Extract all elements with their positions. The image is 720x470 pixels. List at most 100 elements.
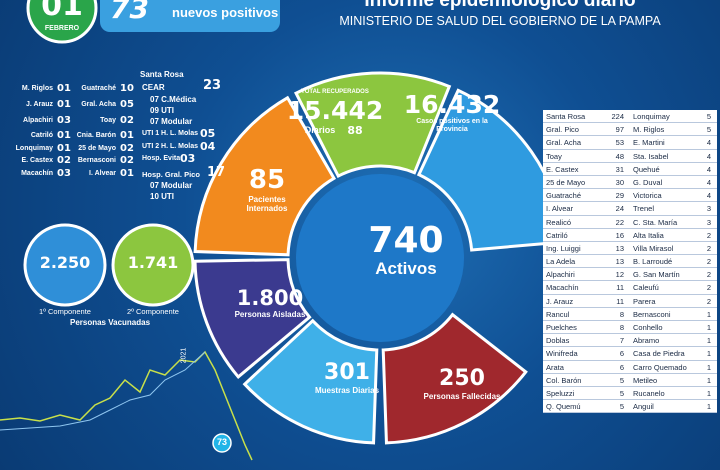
table-row: E. Castex 31 Quehué 4 [543, 163, 717, 176]
table-row: Col. Barón 5 Metileo 1 [543, 374, 717, 387]
locality-value: 02 [120, 115, 134, 126]
locality-name: Cnia. Barón [76, 132, 116, 139]
table-locality: B. Larroudé [633, 257, 673, 267]
table-locality: C. Sta. María [633, 217, 678, 227]
table-value: 5 [619, 402, 624, 412]
table-locality: Col. Barón [546, 375, 582, 385]
table-row: 25 de Mayo 30 G. Duval 4 [543, 176, 717, 190]
table-locality: Metileo [633, 375, 658, 385]
samples-value: 301 [324, 360, 370, 385]
locality-name: M. Riglos [21, 85, 53, 92]
hospitalized-label: Pacientes Internados [246, 195, 288, 213]
table-value: 2 [706, 243, 711, 253]
table-locality: Quehué [633, 164, 660, 174]
table-value: 48 [615, 151, 624, 161]
table-value: 8 [619, 323, 624, 332]
new-positives-label: nuevos positivos [172, 5, 279, 20]
table-value: 5 [619, 375, 624, 385]
table-row: Q. Quemú 5 Anguil 1 [543, 400, 717, 414]
table-value: 2 [706, 270, 711, 280]
table-value: 2 [706, 257, 711, 267]
locality-value: 02 [57, 155, 71, 166]
table-row: Toay 48 Sta. Isabel 4 [543, 150, 717, 163]
table-value: 1 [706, 362, 711, 372]
table-locality: Q. Quemú [546, 402, 581, 412]
table-value: 4 [706, 151, 711, 161]
segment-isolated [193, 258, 312, 380]
locality-value: 02 [120, 155, 134, 166]
table-value: 11 [616, 296, 624, 306]
table-locality: Abramo [633, 336, 660, 346]
table-locality: Catriló [546, 230, 568, 240]
table-locality: E. Castex [546, 164, 579, 174]
table-value: 5 [706, 125, 711, 135]
table-value: 4 [706, 138, 711, 148]
hospital-line: 07 Modular [150, 181, 193, 190]
table-row: Macachín 11 Caleufú 2 [543, 281, 717, 295]
table-value: 13 [615, 243, 624, 253]
table-value: 16 [615, 230, 624, 240]
locality-value: 10 [120, 83, 134, 94]
table-value: 97 [615, 125, 624, 135]
table-locality: Victorica [633, 191, 662, 201]
table-value: 4 [706, 191, 711, 201]
table-value: 1 [706, 309, 711, 319]
table-locality: Conhello [633, 323, 663, 332]
recovered-label: TOTAL RECUPERADOS [301, 89, 369, 95]
locality-name: Guatraché [81, 85, 116, 92]
hospital-line: UTI 1 H. L. Molas [142, 130, 199, 137]
date-month: FEBRERO [44, 25, 80, 32]
table-locality: Gral. Acha [546, 138, 582, 148]
table-locality: Winifreda [546, 349, 578, 359]
locality-name: J. Arauz [26, 101, 53, 108]
table-locality: Trenel [633, 204, 654, 214]
hospital-line: 09 UTI [150, 106, 175, 115]
table-locality: G. Duval [633, 177, 663, 187]
table-locality: Arata [546, 362, 564, 372]
deaths-value: 250 [439, 366, 485, 391]
table-row: Guatraché 29 Victorica 4 [543, 189, 717, 203]
table-value: 5 [619, 388, 624, 398]
table-value: 30 [615, 177, 624, 187]
table-locality: Alpachiri [546, 270, 575, 280]
table-locality: Ing. Luiggi [546, 243, 581, 253]
locality-name: Alpachiri [23, 117, 53, 124]
table-value: 1 [706, 349, 711, 359]
trend-latest-marker [212, 433, 232, 453]
table-locality: Puelches [546, 323, 577, 332]
trend-latest: 73 [216, 437, 228, 447]
locality-value: 03 [57, 115, 71, 126]
vaccine-label: Personas Vacunadas [69, 318, 151, 327]
vaccine-first-circle [23, 223, 107, 307]
table-locality: Sta. Isabel [633, 151, 669, 161]
trend-line [0, 350, 253, 461]
cases-table: Santa Rosa 224 Lonquimay 5 Gral. Pico 97 M. Ri… [543, 110, 717, 414]
table-value: 3 [706, 217, 711, 227]
hospitalized-value: 85 [248, 165, 286, 195]
locality-name: Bernasconi [77, 157, 116, 164]
table-locality: Anguil [633, 402, 654, 412]
table-locality: Toay [546, 151, 562, 161]
locality-value: 01 [57, 83, 71, 94]
table-value: 29 [615, 191, 624, 201]
table-locality: Parera [633, 296, 656, 306]
hospital-line: CEAR [142, 83, 165, 92]
table-value: 2 [706, 230, 711, 240]
table-value: 1 [706, 336, 711, 346]
recovered-value: 15.442 [286, 96, 384, 125]
table-row: Arata 6 Carro Quemado 1 [543, 361, 717, 374]
table-row: La Adela 13 B. Larroudé 2 [543, 255, 717, 269]
hospital-value: 03 [180, 152, 196, 165]
table-locality: Gral. Pico [546, 125, 579, 135]
locality-value: 03 [57, 168, 71, 179]
segment-hospitalized [193, 95, 337, 257]
table-value: 22 [615, 217, 624, 227]
new-positives: 73 [110, 0, 149, 25]
trend-year: 2021 [180, 347, 188, 364]
hospital-line: UTI 2 H. L. Molas [142, 143, 199, 150]
vaccine-second-label: 2º Componente [127, 307, 179, 316]
hospital-value: 17 [207, 165, 226, 180]
segment-recovered [293, 71, 452, 179]
locality-value: 05 [120, 99, 134, 110]
